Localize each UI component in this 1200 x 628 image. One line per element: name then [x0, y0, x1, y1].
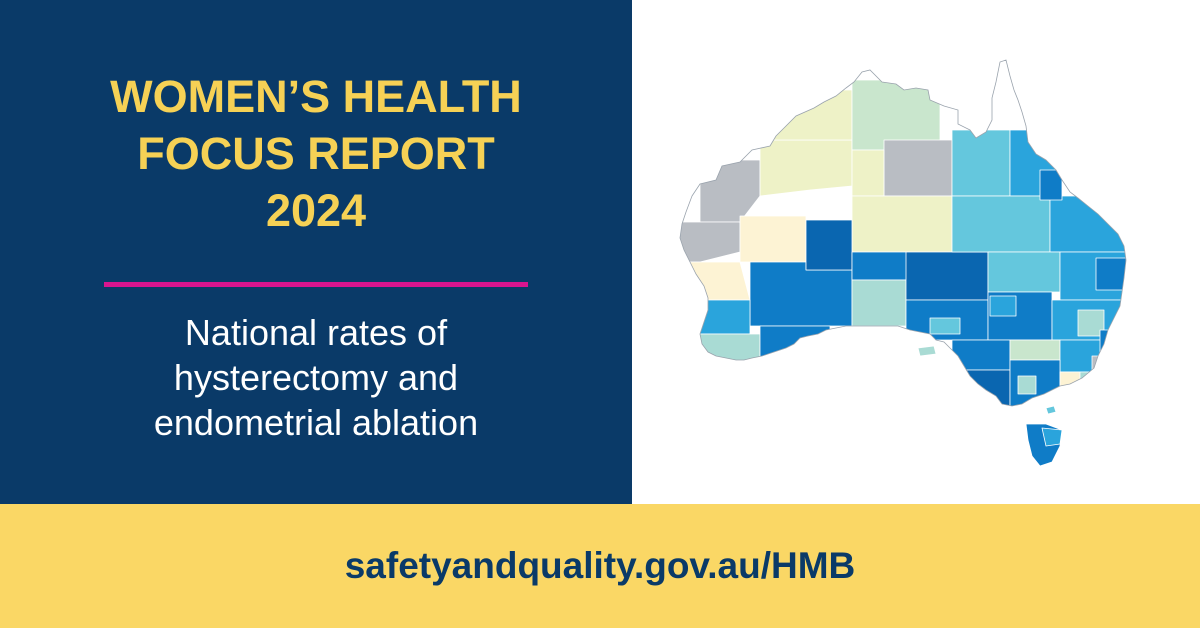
title-divider — [104, 282, 528, 287]
map-region-goldfields — [749, 261, 853, 327]
map-region-outback-sa — [851, 279, 907, 327]
map-region-cairns — [1039, 169, 1063, 201]
map-region-ngaanyatjarra — [805, 219, 853, 271]
map-region-great-southern — [759, 325, 831, 363]
map-region-tasmania-north — [1041, 427, 1063, 447]
map-region-melbourne — [1017, 375, 1037, 395]
footer-banner: safetyandquality.gov.au/HMB — [0, 504, 1200, 628]
map-region-top-end — [851, 79, 941, 151]
map-region-broken-hill — [989, 295, 1017, 317]
report-subtitle: National rates of hysterectomy and endom… — [40, 310, 592, 445]
map-region-far-north-sa — [905, 251, 989, 301]
map-region-kimberley — [769, 89, 853, 141]
map-region-bass-strait-island — [1045, 405, 1057, 415]
map-region-port-augusta — [929, 317, 961, 335]
map-panel — [632, 0, 1200, 504]
map-region-riverland — [951, 339, 1011, 371]
map-region-gascoyne — [680, 221, 741, 263]
map-region-south-west-qld — [987, 251, 1061, 293]
map-region-gulf-country — [951, 129, 1011, 197]
map-region-perth-wheatbelt — [699, 299, 751, 335]
report-subtitle-line-2: hysterectomy and — [173, 357, 459, 398]
report-title-line-2: FOCUS REPORT — [137, 128, 495, 179]
report-title-line-1: WOMEN’S HEALTH — [110, 71, 522, 122]
map-region-central-qld-coast — [1049, 195, 1126, 253]
map-region-riverina — [1009, 339, 1061, 361]
map-region-western-victoria — [951, 369, 1011, 406]
map-region-wheatbelt-north — [680, 261, 751, 301]
map-region-arnhem-east — [883, 139, 953, 197]
map-region-apy-lands — [851, 251, 911, 281]
map-region-south-west — [699, 333, 761, 363]
website-link[interactable]: safetyandquality.gov.au/HMB — [344, 545, 856, 586]
report-title-line-3: 2024 — [265, 185, 367, 236]
map-region-katherine — [851, 149, 885, 197]
report-title: WOMEN’S HEALTH FOCUS REPORT 2024 — [40, 68, 592, 239]
report-subtitle-line-3: endometrial ablation — [153, 402, 479, 443]
map-region-kimberley-south — [759, 139, 853, 197]
map-region-pilbara — [699, 159, 761, 223]
map-region-midwest — [739, 215, 807, 263]
map-region-mid-north-coast — [1099, 329, 1126, 353]
report-subtitle-line-1: National rates of — [184, 312, 448, 353]
map-region-sunshine-coast — [1095, 257, 1126, 291]
map-region-kangaroo-island — [917, 345, 937, 357]
map-region-central-australia — [851, 195, 953, 253]
map-region-central-west-qld — [951, 195, 1051, 253]
australia-choropleth-map — [679, 59, 1127, 467]
title-panel: WOMEN’S HEALTH FOCUS REPORT 2024 Nationa… — [0, 0, 632, 504]
